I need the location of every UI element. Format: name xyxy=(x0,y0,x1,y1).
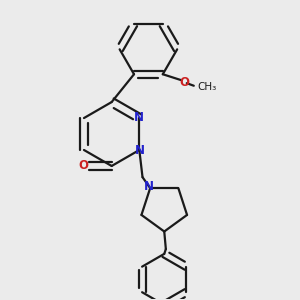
Text: CH₃: CH₃ xyxy=(198,82,217,92)
Text: N: N xyxy=(144,180,154,194)
Text: N: N xyxy=(134,111,144,124)
Text: O: O xyxy=(78,160,88,172)
Text: N: N xyxy=(135,144,145,157)
Text: O: O xyxy=(179,76,189,89)
